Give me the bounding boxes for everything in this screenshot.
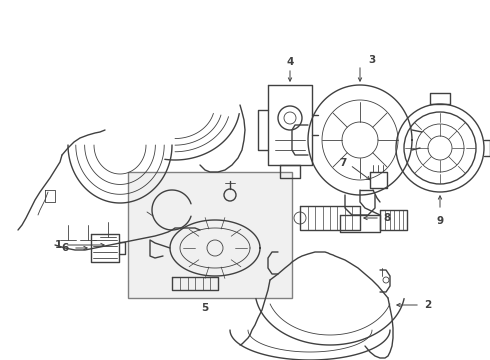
Text: 7: 7	[340, 158, 347, 168]
Text: 1: 1	[55, 240, 62, 250]
Text: 9: 9	[437, 216, 443, 226]
Text: 3: 3	[368, 55, 375, 65]
Text: 6: 6	[62, 243, 69, 253]
Text: 5: 5	[201, 303, 209, 313]
Text: 8: 8	[383, 213, 390, 223]
Text: 2: 2	[424, 300, 431, 310]
Bar	[128, 172, 292, 298]
Text: 4: 4	[286, 57, 294, 67]
